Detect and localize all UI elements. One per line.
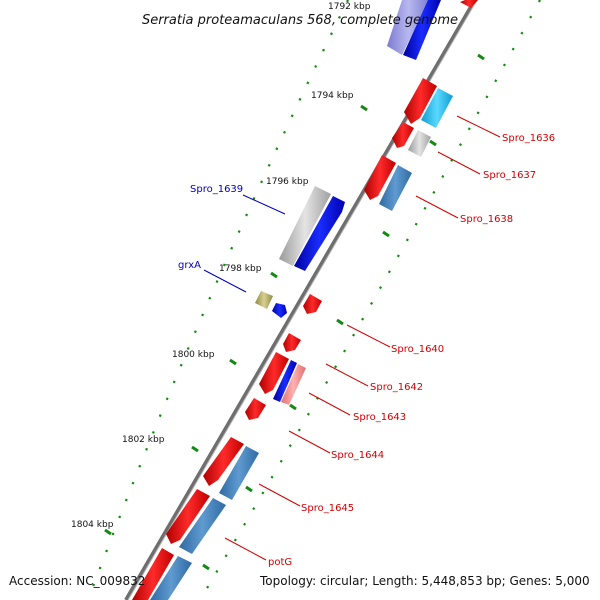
cds-spro-1639-blue[interactable] <box>294 196 345 271</box>
cds-spro-1638-red[interactable] <box>364 155 396 200</box>
cds-spro-1636-cyan[interactable] <box>421 88 453 128</box>
map-title: Serratia proteamaculans 568, complete ge… <box>142 13 458 28</box>
cds-spro-1637-gray[interactable] <box>408 130 431 157</box>
cds-spro-1645-red[interactable] <box>203 437 244 486</box>
cds-bottom-red[interactable] <box>132 548 174 600</box>
cds-top-blue[interactable] <box>403 0 441 60</box>
cds-spro-1645-steel[interactable] <box>219 446 259 500</box>
gene-label-spro-1644[interactable]: Spro_1644 <box>331 450 384 461</box>
cds-spro-1637-red[interactable] <box>392 122 414 148</box>
outer-tick-track <box>199 0 541 600</box>
cds-spro-1642-red[interactable] <box>283 333 301 352</box>
gene-label-spro-1637[interactable]: Spro_1637 <box>483 170 536 181</box>
genome-info-text: Topology: circular; Length: 5,448,853 bp… <box>260 574 590 588</box>
cds-top-lavender[interactable] <box>387 0 430 55</box>
tick-label-1796: 1796 kbp <box>266 177 309 187</box>
gene-label-spro-1638[interactable]: Spro_1638 <box>460 214 513 225</box>
tick-label-1792: 1792 kbp <box>328 2 371 12</box>
accession-text: Accession: NC_009832 <box>9 574 146 588</box>
gene-label-spro-1642[interactable]: Spro_1642 <box>370 382 423 393</box>
cds-grxa-blue[interactable] <box>272 303 287 318</box>
cds-spro-1638-steel[interactable] <box>379 165 412 211</box>
cds-bottom-steel[interactable] <box>150 556 192 600</box>
gene-label-potg[interactable]: potG <box>268 557 292 568</box>
gene-label-spro-1645[interactable]: Spro_1645 <box>301 503 354 514</box>
tick-label-1802: 1802 kbp <box>122 435 165 445</box>
gene-label-grxa[interactable]: grxA <box>178 260 201 271</box>
cds-spro-1643-red[interactable] <box>259 352 289 394</box>
cds-spro-1636-red[interactable] <box>404 78 437 124</box>
gene-label-spro-1640[interactable]: Spro_1640 <box>391 344 444 355</box>
gene-label-spro-1639[interactable]: Spro_1639 <box>190 184 243 195</box>
tick-label-1800: 1800 kbp <box>172 350 215 360</box>
tick-label-1794: 1794 kbp <box>311 91 354 101</box>
cds-spro-1639-gray[interactable] <box>279 186 331 266</box>
tick-label-1798: 1798 kbp <box>219 264 262 274</box>
gene-label-spro-1636[interactable]: Spro_1636 <box>502 133 555 144</box>
cds-potg-steel[interactable] <box>179 498 226 554</box>
tick-labels: 1792 kbp 1794 kbp 1796 kbp 1798 kbp 1800… <box>71 2 371 530</box>
cds-grxa-olive[interactable] <box>255 291 273 309</box>
tick-label-1804: 1804 kbp <box>71 520 114 530</box>
cds-potg-red[interactable] <box>166 489 210 544</box>
reverse-features <box>255 186 345 318</box>
cds-top-red[interactable] <box>460 0 478 8</box>
outer-major-ticks <box>202 53 485 571</box>
gene-labels: Spro_1636 Spro_1637 Spro_1638 Spro_1639 … <box>178 133 555 568</box>
cds-spro-1640[interactable] <box>303 294 322 314</box>
gene-label-spro-1643[interactable]: Spro_1643 <box>353 412 406 423</box>
cds-spro-1643-blue[interactable] <box>273 360 297 402</box>
cds-spro-1643-pink[interactable] <box>281 364 306 405</box>
callout-lines <box>203 115 501 561</box>
forward-features <box>132 0 478 600</box>
cds-spro-1644-red[interactable] <box>245 398 266 420</box>
